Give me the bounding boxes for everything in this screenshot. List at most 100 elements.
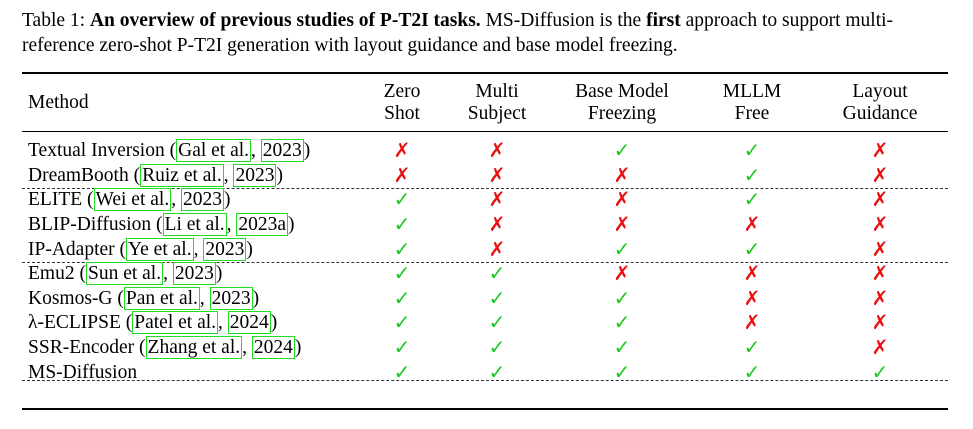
citation-author-link[interactable]: Sun et al. <box>85 262 164 286</box>
table-caption: Table 1: An overview of previous studies… <box>22 8 962 58</box>
cross-icon-zero-shot: ✗ <box>393 140 411 163</box>
citation-author-link[interactable]: Wei et al. <box>93 188 172 212</box>
column-header-mllm-free: MLLM Free <box>722 80 782 124</box>
check-icon-mllm-free: ✓ <box>743 189 761 212</box>
citation-author-link[interactable]: Li et al. <box>162 213 227 237</box>
method-cell: DreamBooth (Ruiz et al., 2023) <box>28 163 283 187</box>
method-cell: SSR-Encoder (Zhang et al., 2024) <box>28 336 302 360</box>
cross-icon-mllm-free: ✗ <box>743 214 761 237</box>
caption-emphasis: first <box>646 10 681 31</box>
cross-icon-base-model-freezing: ✗ <box>613 263 631 286</box>
method-name: SSR-Encoder <box>28 337 135 359</box>
cross-icon-mllm-free: ✗ <box>743 263 761 286</box>
method-name: ELITE <box>28 189 83 211</box>
check-icon-base-model-freezing: ✓ <box>613 361 631 384</box>
citation-year-link[interactable]: 2024 <box>251 336 295 360</box>
check-icon-multi-subject: ✓ <box>488 361 506 384</box>
citation-year-link[interactable]: 2024 <box>227 311 271 335</box>
bottom-rule <box>22 408 948 410</box>
column-header-base-model-freezing: Base Model Freezing <box>575 80 669 124</box>
citation-year-link[interactable]: 2023 <box>180 188 224 212</box>
check-icon-base-model-freezing: ✓ <box>613 238 631 261</box>
table-row: ELITE (Wei et al., 2023) ✓ ✗ ✗ ✓ ✗ <box>22 188 948 213</box>
group-divider-1 <box>22 188 948 189</box>
method-name: BLIP-Diffusion <box>28 214 152 236</box>
cross-icon-base-model-freezing: ✗ <box>613 164 631 187</box>
method-cell: MS-Diffusion <box>22 360 362 385</box>
citation-year-link[interactable]: 2023a <box>236 213 289 237</box>
caption-label: Table 1: <box>22 10 86 31</box>
table-row: IP-Adapter (Ye et al., 2023) ✓ ✗ ✓ ✓ ✗ <box>22 237 948 262</box>
check-icon-zero-shot: ✓ <box>393 337 411 360</box>
method-name: IP-Adapter <box>28 238 115 260</box>
cross-icon-multi-subject: ✗ <box>488 164 506 187</box>
method-cell: Textual Inversion (Gal et al., 2023) <box>28 139 311 163</box>
table-row: BLIP-Diffusion (Li et al., 2023a) ✓ ✗ ✗ ✗ ✗ <box>22 213 948 238</box>
citation-author-link[interactable]: Pan et al. <box>123 286 200 310</box>
cross-icon-layout-guidance: ✗ <box>871 164 889 187</box>
method-name: Kosmos-G <box>28 287 113 309</box>
check-icon-multi-subject: ✓ <box>488 312 506 335</box>
comparison-table: Method Zero Shot Multi Subject Base Model F… <box>22 74 948 385</box>
citation-author-link[interactable]: Gal et al. <box>176 139 252 163</box>
caption-text-2: approach to support multi-reference zero… <box>22 10 894 56</box>
method-name: Textual Inversion <box>28 140 165 162</box>
check-icon-mllm-free: ✓ <box>743 238 761 261</box>
method-name: MS-Diffusion <box>28 361 138 383</box>
method-name: Emu2 <box>28 263 75 285</box>
table-row: Textual Inversion (Gal et al., 2023) ✗ ✗ ✓ ✓… <box>22 139 948 164</box>
table-row: Kosmos-G (Pan et al., 2023) ✓ ✓ ✓ ✗ ✗ <box>22 286 948 312</box>
method-cell: ELITE (Wei et al., 2023) <box>28 188 231 212</box>
column-header-method: Method <box>28 91 89 113</box>
citation-year-link[interactable]: 2023 <box>203 237 247 261</box>
citation-author-link[interactable]: Ruiz et al. <box>140 163 224 187</box>
cross-icon-layout-guidance: ✗ <box>871 214 889 237</box>
check-icon-zero-shot: ✓ <box>393 238 411 261</box>
method-cell: BLIP-Diffusion (Li et al., 2023a) <box>28 213 295 237</box>
cross-icon-layout-guidance: ✗ <box>871 312 889 335</box>
check-icon-mllm-free: ✓ <box>743 164 761 187</box>
citation-year-link[interactable]: 2023 <box>233 163 277 187</box>
column-header-zero-shot: Zero Shot <box>383 80 421 124</box>
cross-icon-layout-guidance: ✗ <box>871 140 889 163</box>
column-header-layout-guidance: Layout Guidance <box>842 80 918 124</box>
check-icon-mllm-free: ✓ <box>743 140 761 163</box>
method-cell: Emu2 (Sun et al., 2023) <box>28 262 223 286</box>
cross-icon-mllm-free: ✗ <box>743 287 761 310</box>
header-row: Method Zero Shot Multi Subject Base Model F… <box>22 74 948 131</box>
check-icon-zero-shot: ✓ <box>393 263 411 286</box>
cross-icon-multi-subject: ✗ <box>488 214 506 237</box>
check-icon-zero-shot: ✓ <box>393 312 411 335</box>
column-header-multi-subject: Multi Subject <box>467 80 527 124</box>
check-icon-multi-subject: ✓ <box>488 263 506 286</box>
method-name: λ-ECLIPSE <box>28 312 121 334</box>
citation-author-link[interactable]: Patel et al. <box>132 311 219 335</box>
table-row: SSR-Encoder (Zhang et al., 2024) ✓ ✓ ✓ ✓ ✗ <box>22 336 948 361</box>
cross-icon-mllm-free: ✗ <box>743 312 761 335</box>
table-row: λ-ECLIPSE (Patel et al., 2024) ✓ ✓ ✓ ✗ ✗ <box>22 311 948 336</box>
check-icon-base-model-freezing: ✓ <box>613 312 631 335</box>
cross-icon-zero-shot: ✗ <box>393 164 411 187</box>
method-name: DreamBooth <box>28 164 129 186</box>
check-icon-multi-subject: ✓ <box>488 287 506 310</box>
check-icon-mllm-free: ✓ <box>743 361 761 384</box>
cross-icon-multi-subject: ✗ <box>488 238 506 261</box>
citation-year-link[interactable]: 2023 <box>260 139 304 163</box>
cross-icon-multi-subject: ✗ <box>488 140 506 163</box>
method-cell: IP-Adapter (Ye et al., 2023) <box>28 237 253 261</box>
top-rule <box>22 72 948 74</box>
group-divider-3 <box>22 380 948 381</box>
cross-icon-base-model-freezing: ✗ <box>613 189 631 212</box>
check-icon-zero-shot: ✓ <box>393 214 411 237</box>
citation-author-link[interactable]: Zhang et al. <box>145 336 243 360</box>
method-cell: λ-ECLIPSE (Patel et al., 2024) <box>28 311 278 335</box>
cross-icon-layout-guidance: ✗ <box>871 189 889 212</box>
check-icon-zero-shot: ✓ <box>393 189 411 212</box>
citation-author-link[interactable]: Ye et al. <box>126 237 194 261</box>
citation-year-link[interactable]: 2023 <box>209 286 253 310</box>
citation-year-link[interactable]: 2023 <box>172 262 216 286</box>
check-icon-zero-shot: ✓ <box>393 287 411 310</box>
table-row: MS-Diffusion ✓ ✓ ✓ ✓ ✓ <box>22 360 948 385</box>
check-icon-mllm-free: ✓ <box>743 337 761 360</box>
